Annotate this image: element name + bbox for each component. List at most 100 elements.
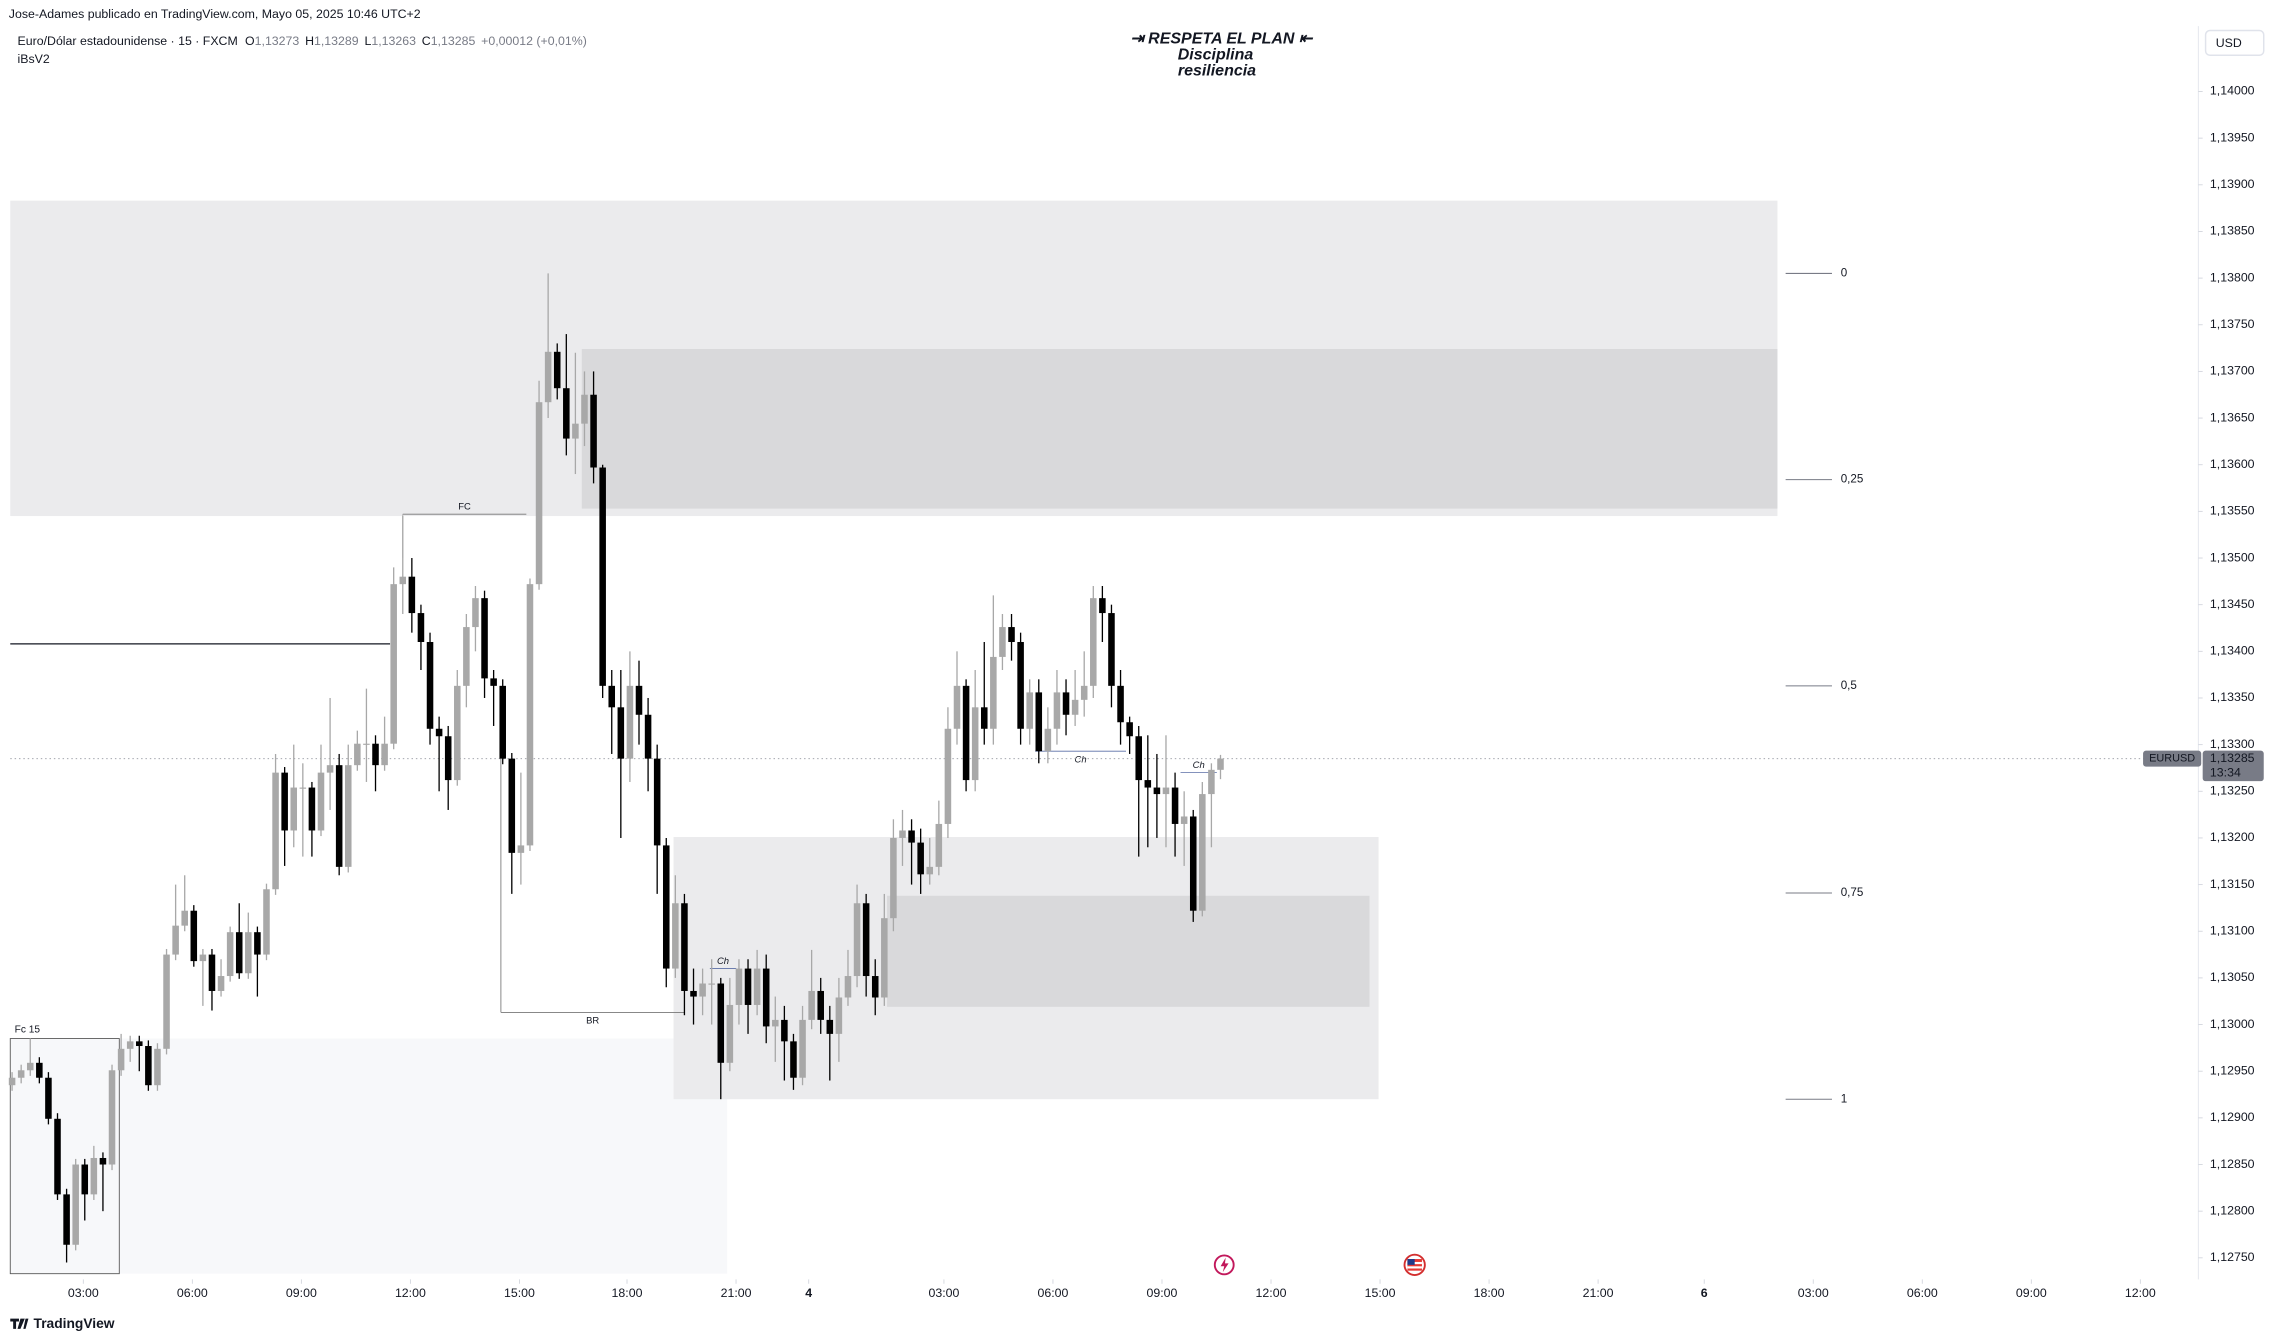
fc-box [9,1038,120,1275]
fib-label: 1 [1841,1092,1847,1105]
x-tick-label: 03:00 [928,1286,959,1300]
candle-body [1008,627,1015,642]
candle-body [790,1041,797,1078]
candle-body [935,823,943,867]
candle-body [190,910,198,962]
candle-body [817,990,824,1020]
candle-body [154,1048,161,1086]
candle-body [1171,787,1179,824]
flag-stripes [1407,1259,1422,1271]
y-tick-label: 1,12950 [2210,1063,2255,1077]
candle-body [553,351,561,389]
candle-body [1099,598,1106,614]
x-tick-label: 21:00 [721,1286,752,1300]
banner-line: resiliencia [1178,62,1256,79]
candle-body [980,707,988,729]
y-tick-label: 1,13600 [2210,457,2255,471]
candle-body [517,845,525,853]
x-tick-label: 15:00 [1365,1286,1396,1300]
country-icon[interactable] [1403,1253,1426,1276]
y-tick-label: 1,13650 [2210,410,2255,424]
banner-line: ⇥ RESPETA EL PLAN ⇤ [1130,30,1314,47]
candle-body [772,1019,779,1027]
candle-body [881,918,888,998]
candle-body [335,765,343,867]
y-tick-label: 1,13950 [2210,130,2255,144]
candle-body [454,685,461,781]
y-tick-label: 1,12800 [2210,1203,2255,1217]
flag-stripe [1407,1266,1422,1269]
candle-body [481,598,488,679]
candle-body [408,576,416,614]
candle-body [1126,722,1133,737]
candle-body [599,467,606,686]
candle-body [326,765,334,773]
y-tick-label: 1,13450 [2210,597,2255,611]
candle-body [290,787,298,831]
candle-body [653,758,661,846]
candle-body [272,772,279,890]
level-label: Ch [1193,760,1205,771]
x-tick-label: 12:00 [1256,1286,1287,1300]
candle-body [499,685,506,759]
indicator: iBsV2 [18,52,50,66]
candle-body [344,765,352,867]
candle-body [590,394,597,468]
candle-body [99,1157,107,1165]
candle-body [1026,692,1033,729]
y-tick-label: 1,13350 [2210,690,2255,704]
candle-body [1044,728,1052,752]
y-tick-label: 1,12900 [2210,1110,2255,1124]
candle-body [744,968,752,1005]
y-tick-label: 1,13550 [2210,504,2255,518]
candle-body [1117,685,1124,723]
candle-body [81,1164,89,1195]
candle-body [1062,692,1070,715]
brand: TradingView [10,1315,115,1331]
candle-body [372,743,379,766]
event-icon[interactable] [1213,1254,1235,1276]
candle-body [1090,598,1097,686]
candle-body [36,1062,43,1078]
candle-body [490,678,497,686]
currency-button[interactable] [2204,29,2265,56]
price-tag [2202,750,2264,782]
candle-body [90,1157,98,1195]
x-tick-label: 03:00 [68,1286,99,1300]
candle-body [317,772,325,831]
candle-body [308,787,316,831]
y-tick-label: 1,12750 [2210,1250,2255,1264]
y-tick-label: 1,13250 [2210,784,2255,798]
candle-body [1108,613,1115,686]
candle-body [1153,787,1161,795]
candle-body [508,758,516,853]
candle-body [526,584,534,846]
x-tick-label: 15:00 [504,1286,535,1300]
y-tick-label: 1,13150 [2210,877,2255,891]
y-tick-label: 1,13500 [2210,550,2255,564]
x-tick-label: 09:00 [1147,1286,1178,1300]
x-tick-label: 12:00 [2125,1286,2156,1300]
candle-body [63,1194,70,1245]
level-label: BR [586,1016,599,1027]
candle-body [572,423,579,439]
candle-body [726,1004,734,1063]
level-label: Ch [717,956,729,967]
candle-body [163,954,170,1049]
candle-body [826,1019,834,1034]
brand-name: TradingView [34,1315,115,1331]
candle-body [1180,816,1188,824]
candle-body [54,1118,61,1195]
symbol-legend: Euro/Dólar estadounidense · 15 · FXCM O1,… [18,34,587,48]
candle-body [999,627,1006,657]
y-tick-label: 1,13800 [2210,270,2255,284]
ohlc-name: C [422,34,431,48]
candle-body [544,351,552,403]
currency[interactable]: USD [2216,36,2242,50]
x-tick-label: 12:00 [395,1286,426,1300]
candle-body [971,707,979,781]
zones [10,200,1778,1274]
ohlc-value: 1,13273 [255,34,300,48]
candle-body [8,1077,16,1086]
